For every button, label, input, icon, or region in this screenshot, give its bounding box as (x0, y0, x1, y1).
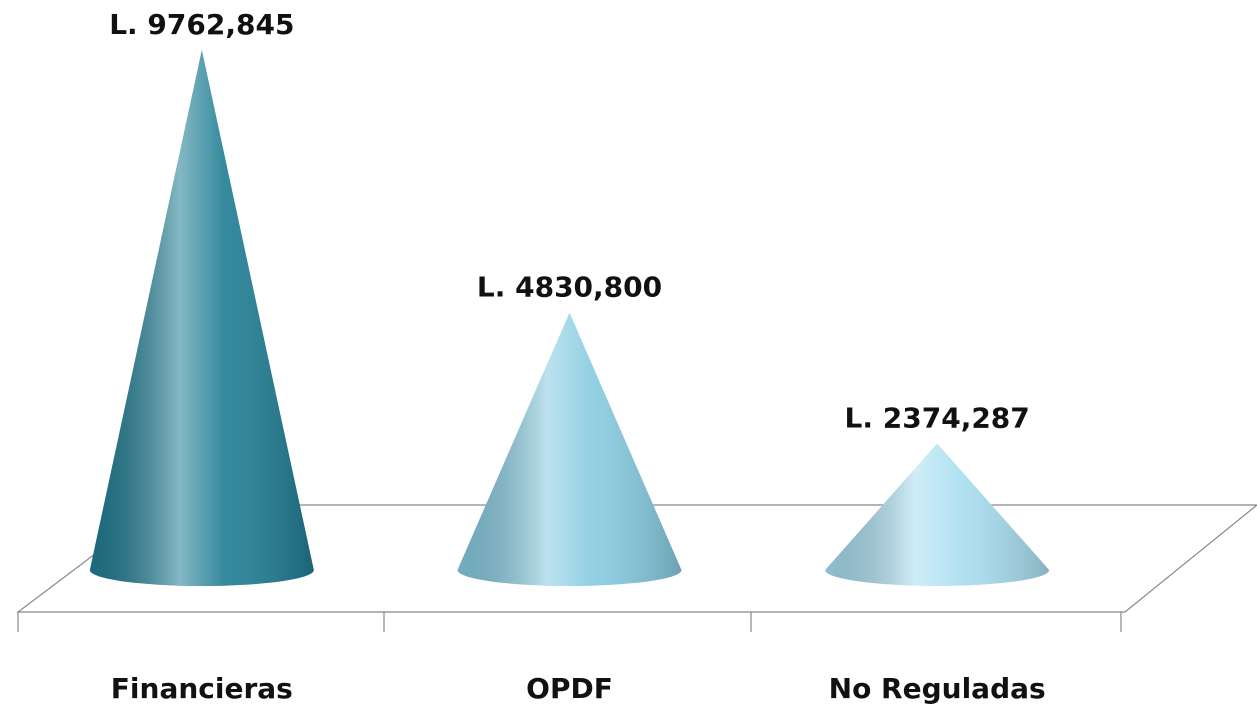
axis-ticks (17, 612, 1122, 632)
value-label: L. 9762,845 (109, 8, 294, 41)
x-tick-label: No Reguladas (829, 672, 1046, 705)
cone-shine (457, 312, 682, 586)
cone-shine (89, 50, 314, 586)
value-label: L. 2374,287 (845, 402, 1030, 435)
x-tick-label: Financieras (111, 672, 293, 705)
cone-shine (825, 443, 1050, 586)
value-label: L. 4830,800 (477, 271, 662, 304)
x-tick-label: OPDF (526, 672, 613, 705)
